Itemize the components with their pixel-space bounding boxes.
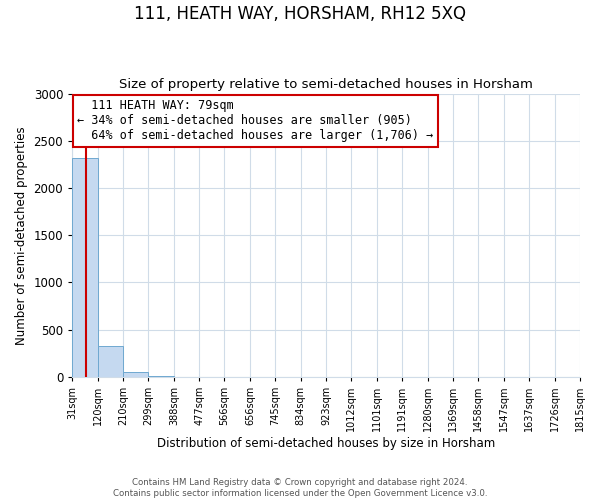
Bar bbox=[98, 346, 123, 377]
Y-axis label: Number of semi-detached properties: Number of semi-detached properties bbox=[15, 126, 28, 344]
X-axis label: Distribution of semi-detached houses by size in Horsham: Distribution of semi-detached houses by … bbox=[157, 437, 495, 450]
Bar bbox=[123, 372, 148, 377]
Text: Contains HM Land Registry data © Crown copyright and database right 2024.
Contai: Contains HM Land Registry data © Crown c… bbox=[113, 478, 487, 498]
Bar bbox=[72, 158, 98, 377]
Text: 111, HEATH WAY, HORSHAM, RH12 5XQ: 111, HEATH WAY, HORSHAM, RH12 5XQ bbox=[134, 5, 466, 23]
Text: 111 HEATH WAY: 79sqm  
← 34% of semi-detached houses are smaller (905)  
  64% o: 111 HEATH WAY: 79sqm ← 34% of semi-detac… bbox=[77, 99, 434, 142]
Title: Size of property relative to semi-detached houses in Horsham: Size of property relative to semi-detach… bbox=[119, 78, 533, 91]
